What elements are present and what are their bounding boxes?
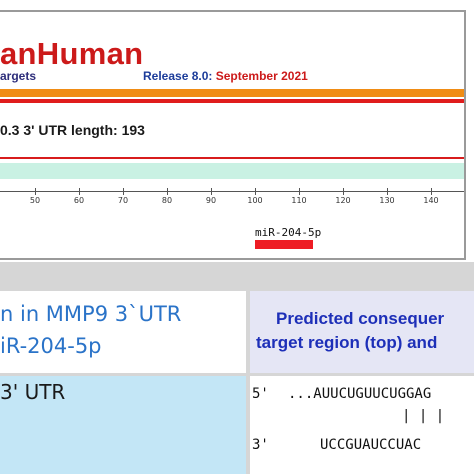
ruler-tick bbox=[167, 188, 168, 195]
position-ruler bbox=[0, 191, 464, 192]
right-header-line-2: target region (top) and bbox=[256, 333, 438, 352]
utr-region-label: 3' UTR bbox=[0, 380, 66, 404]
ruler-tick bbox=[79, 188, 80, 195]
left-header-line-1: n in MMP9 3`UTR bbox=[0, 302, 182, 326]
ruler-tick-label: 100 bbox=[247, 196, 263, 205]
ruler-tick-label: 90 bbox=[205, 196, 217, 205]
ruler-tick bbox=[255, 188, 256, 195]
ruler-tick bbox=[431, 188, 432, 195]
table-header-left bbox=[0, 291, 246, 373]
logo-subtitle: argets bbox=[0, 69, 37, 83]
divider-red bbox=[0, 157, 464, 159]
ruler-tick-label: 50 bbox=[29, 196, 41, 205]
ruler-tick-label: 130 bbox=[379, 196, 395, 205]
table-row-left bbox=[0, 376, 246, 474]
table-header-right bbox=[250, 291, 474, 373]
table-row-right bbox=[250, 376, 474, 474]
utr-length-info: 0.3 3' UTR length: 193 bbox=[0, 122, 145, 138]
mirna-sequence: UCCGUAUCCUAC bbox=[320, 437, 422, 453]
targetscan-panel bbox=[0, 0, 474, 262]
release-label: Release 8.0: bbox=[143, 69, 213, 83]
header-orange-bar bbox=[0, 89, 464, 97]
ruler-tick-label: 140 bbox=[423, 196, 439, 205]
right-header-line-1: Predicted consequer bbox=[276, 309, 445, 328]
ruler-tick-label: 110 bbox=[291, 196, 307, 205]
ruler-tick bbox=[123, 188, 124, 195]
left-header-line-2: iR-204-5p bbox=[0, 334, 102, 358]
ruler-tick bbox=[211, 188, 212, 195]
header-red-bar bbox=[0, 99, 464, 103]
binding-site-bar[interactable] bbox=[255, 240, 313, 249]
ruler-tick bbox=[387, 188, 388, 195]
base-pairing-marks: | | | bbox=[402, 408, 445, 424]
utr-track bbox=[0, 163, 464, 179]
panel-frame bbox=[0, 10, 466, 260]
ruler-tick bbox=[35, 188, 36, 195]
ruler-tick-label: 80 bbox=[161, 196, 173, 205]
five-prime-label: 5' bbox=[252, 386, 269, 402]
three-prime-label: 3' bbox=[252, 437, 269, 453]
release-info: Release 8.0: September 2021 bbox=[143, 69, 308, 83]
ruler-tick-label: 60 bbox=[73, 196, 85, 205]
ruler-tick-label: 120 bbox=[335, 196, 351, 205]
ruler-tick-label: 70 bbox=[117, 196, 129, 205]
target-sequence: ...AUUCUGUUCUGGAG bbox=[288, 386, 432, 402]
ruler-tick bbox=[299, 188, 300, 195]
site-mirna-label[interactable]: miR-204-5p bbox=[255, 226, 322, 239]
ruler-tick bbox=[343, 188, 344, 195]
release-date: September 2021 bbox=[215, 69, 308, 83]
targetscan-logo[interactable]: anHuman bbox=[0, 36, 144, 71]
